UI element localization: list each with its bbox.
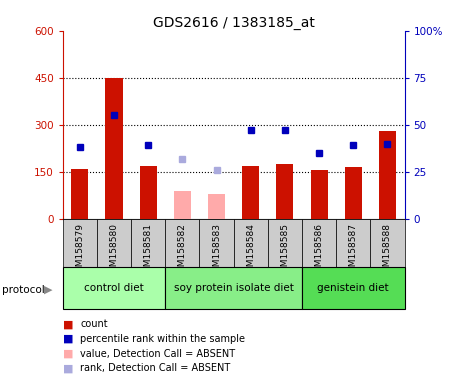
Bar bbox=[174, 191, 191, 219]
Text: GSM158588: GSM158588 bbox=[383, 223, 392, 278]
Text: GSM158579: GSM158579 bbox=[75, 223, 84, 278]
Text: percentile rank within the sample: percentile rank within the sample bbox=[80, 334, 246, 344]
Bar bbox=[242, 166, 259, 219]
Text: GSM158586: GSM158586 bbox=[315, 223, 324, 278]
Bar bbox=[311, 170, 328, 219]
Bar bbox=[276, 164, 293, 219]
Bar bbox=[208, 194, 225, 219]
Bar bbox=[165, 219, 199, 267]
Text: ■: ■ bbox=[63, 334, 73, 344]
Text: ■: ■ bbox=[63, 319, 73, 329]
Title: GDS2616 / 1383185_at: GDS2616 / 1383185_at bbox=[153, 16, 315, 30]
Bar bbox=[233, 219, 268, 267]
Bar bbox=[140, 166, 157, 219]
Bar bbox=[336, 219, 370, 267]
Text: GSM158580: GSM158580 bbox=[110, 223, 119, 278]
Bar bbox=[131, 219, 165, 267]
Bar bbox=[165, 267, 302, 309]
Text: GSM158587: GSM158587 bbox=[349, 223, 358, 278]
Text: ■: ■ bbox=[63, 349, 73, 359]
Text: value, Detection Call = ABSENT: value, Detection Call = ABSENT bbox=[80, 349, 236, 359]
Text: ▶: ▶ bbox=[44, 285, 53, 295]
Bar bbox=[370, 219, 405, 267]
Text: ■: ■ bbox=[63, 363, 73, 373]
Text: GSM158585: GSM158585 bbox=[280, 223, 289, 278]
Bar bbox=[63, 219, 97, 267]
Bar bbox=[199, 219, 233, 267]
Text: control diet: control diet bbox=[84, 283, 144, 293]
Bar bbox=[268, 219, 302, 267]
Text: protocol: protocol bbox=[2, 285, 45, 295]
Bar bbox=[379, 131, 396, 219]
Bar bbox=[71, 169, 88, 219]
Bar bbox=[302, 219, 336, 267]
Text: GSM158583: GSM158583 bbox=[212, 223, 221, 278]
Text: rank, Detection Call = ABSENT: rank, Detection Call = ABSENT bbox=[80, 363, 231, 373]
Text: soy protein isolate diet: soy protein isolate diet bbox=[174, 283, 293, 293]
Bar bbox=[302, 267, 405, 309]
Bar bbox=[97, 219, 131, 267]
Bar bbox=[345, 167, 362, 219]
Text: GSM158584: GSM158584 bbox=[246, 223, 255, 278]
Bar bbox=[106, 78, 123, 219]
Text: GSM158581: GSM158581 bbox=[144, 223, 153, 278]
Text: GSM158582: GSM158582 bbox=[178, 223, 187, 278]
Text: count: count bbox=[80, 319, 108, 329]
Text: genistein diet: genistein diet bbox=[318, 283, 389, 293]
Bar bbox=[63, 267, 165, 309]
